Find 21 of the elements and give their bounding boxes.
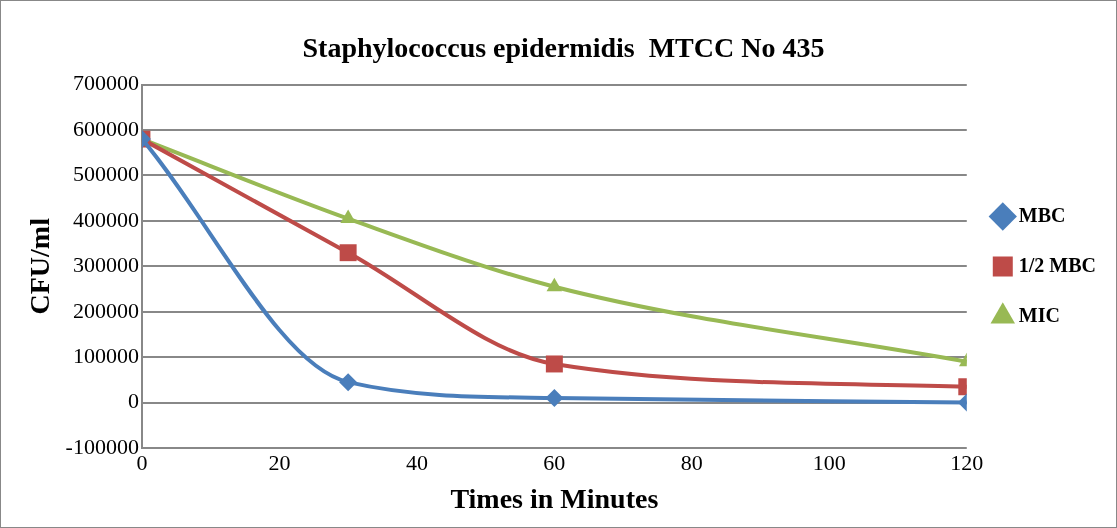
x-axis-title: Times in Minutes	[450, 483, 659, 515]
legend-label: MBC	[1018, 203, 1066, 226]
x-tick-label: 120	[950, 449, 984, 475]
y-tick-label: 500000	[72, 161, 139, 187]
x-tick-label: 100	[812, 449, 846, 475]
x-tick-label: 20	[268, 449, 291, 475]
x-tick-label: 40	[405, 449, 428, 475]
legend-label: MIC	[1018, 303, 1060, 326]
chart-title: Staphylococcus epidermidis MTCC No 435	[302, 32, 825, 64]
y-tick-label: 400000	[72, 206, 139, 232]
x-tick-label: 80	[680, 449, 703, 475]
y-tick-label: 100000	[72, 342, 139, 368]
y-tick-label: 200000	[72, 297, 139, 323]
x-tick-label: 60	[543, 449, 566, 475]
legend-label: 1/2 MBC	[1018, 253, 1096, 276]
y-tick-label: 600000	[72, 115, 139, 141]
y-axis-title: CFU/ml	[24, 217, 56, 315]
y-tick-label: -100000	[65, 433, 139, 459]
y-tick-label: 300000	[72, 252, 139, 278]
y-tick-label: 700000	[72, 70, 139, 96]
y-tick-label: 0	[127, 388, 139, 414]
